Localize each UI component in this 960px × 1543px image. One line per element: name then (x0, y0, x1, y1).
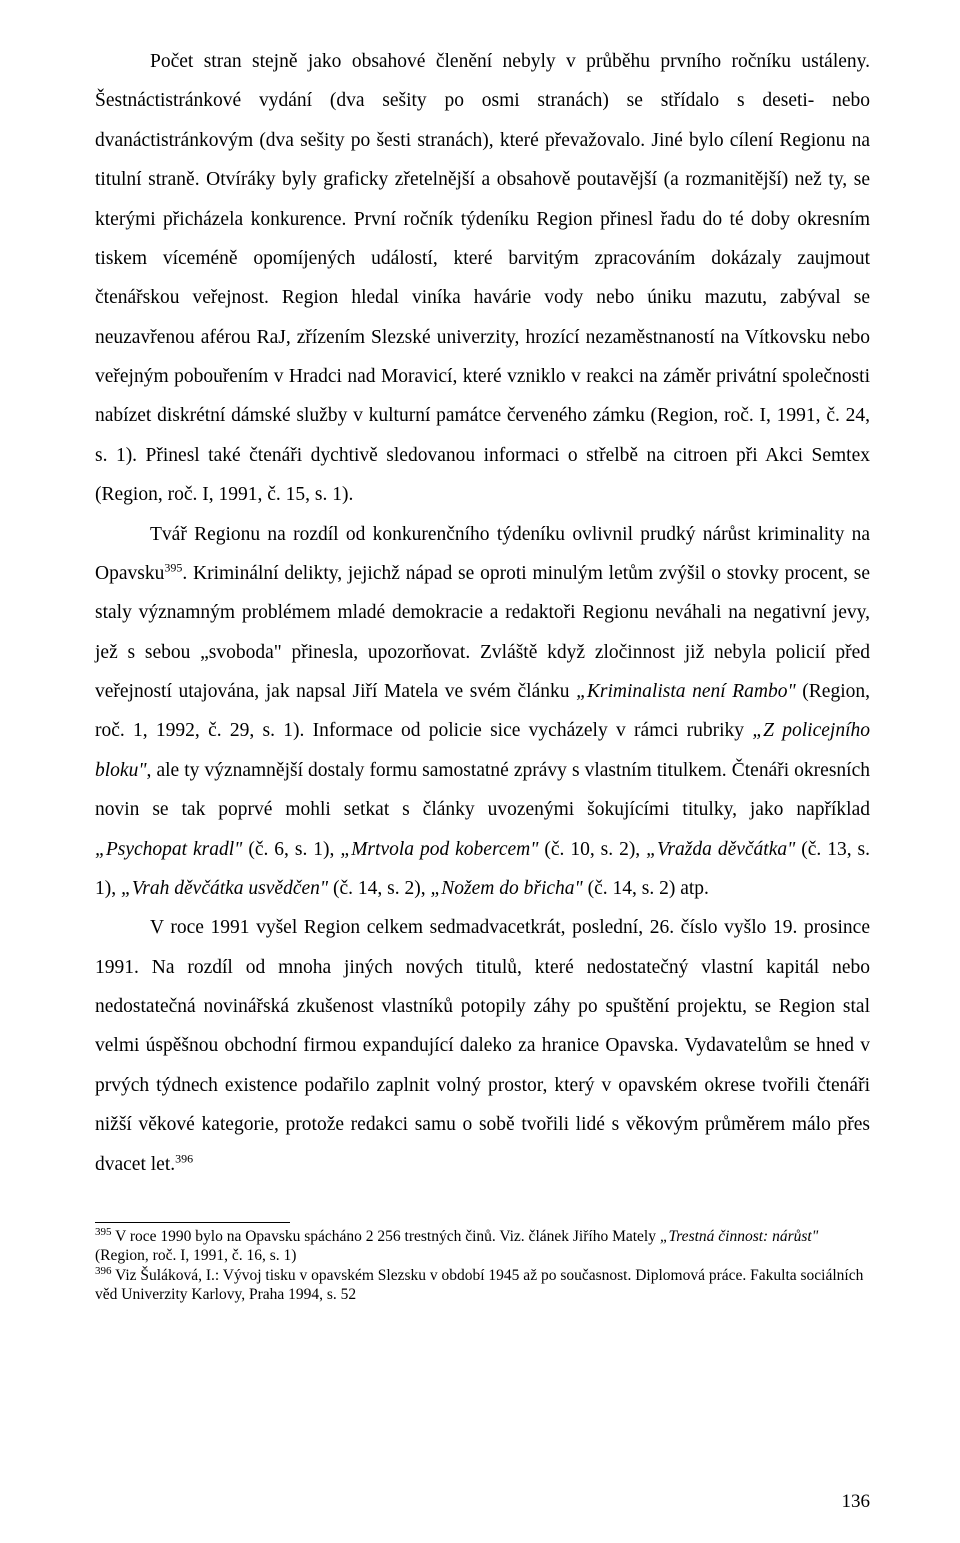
paragraph-2-italic-7: „Nožem do břicha" (430, 878, 582, 899)
paragraph-2-text-9: (č. 14, s. 2) atp. (583, 878, 709, 899)
footnote-separator (95, 1222, 290, 1223)
paragraph-2-italic-4: „Mrtvola pod kobercem" (340, 839, 538, 860)
paragraph-2-text-5: (č. 6, s. 1), (242, 839, 340, 860)
paragraph-1-text: Počet stran stejně jako obsahové členění… (95, 51, 870, 505)
footnote-ref-395: 395 (164, 560, 182, 574)
footnote-ref-396: 396 (175, 1151, 193, 1165)
paragraph-2-italic-3: „Psychopat kradl" (95, 839, 242, 860)
footnote-396-number: 396 (95, 1264, 112, 1276)
paragraph-2-text-4: , ale ty významnější dostaly formu samos… (95, 760, 870, 820)
paragraph-2-italic-5: „Vražda děvčátka" (646, 839, 795, 860)
footnote-395-text-2: (Region, roč. I, 1991, č. 16, s. 1) (95, 1247, 296, 1264)
footnote-396: 396 Viz Šuláková, I.: Vývoj tisku v opav… (95, 1266, 870, 1305)
document-body: Počet stran stejně jako obsahové členění… (95, 42, 870, 1184)
footnote-395-italic: „Trestná činnost: nárůst" (660, 1228, 818, 1245)
footnote-395: 395 V roce 1990 bylo na Opavsku spácháno… (95, 1227, 870, 1266)
page-number: 136 (842, 1491, 871, 1513)
footnotes-section: 395 V roce 1990 bylo na Opavsku spácháno… (95, 1227, 870, 1305)
paragraph-1: Počet stran stejně jako obsahové členění… (95, 42, 870, 515)
paragraph-2-italic-1: „Kriminalista není Rambo" (576, 681, 796, 702)
footnote-395-number: 395 (95, 1226, 112, 1238)
paragraph-3: V roce 1991 vyšel Region celkem sedmadva… (95, 908, 870, 1184)
paragraph-2: Tvář Regionu na rozdíl od konkurenčního … (95, 515, 870, 909)
paragraph-2-text-8: (č. 14, s. 2), (328, 878, 430, 899)
paragraph-2-text-6: (č. 10, s. 2), (538, 839, 646, 860)
footnote-396-text: Viz Šuláková, I.: Vývoj tisku v opavském… (95, 1267, 863, 1303)
paragraph-3-text-1: V roce 1991 vyšel Region celkem sedmadva… (95, 917, 870, 1174)
paragraph-2-italic-6: „Vrah děvčátka usvědčen" (121, 878, 328, 899)
footnote-395-text-1: V roce 1990 bylo na Opavsku spácháno 2 2… (112, 1228, 660, 1245)
